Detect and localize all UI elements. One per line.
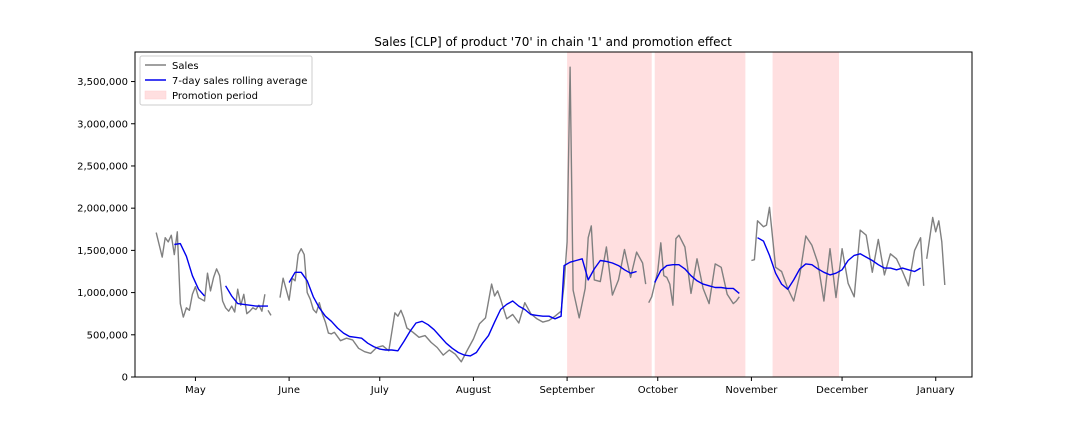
plot-frame [134, 51, 973, 378]
x-tick-label: September [539, 385, 595, 396]
y-tick-label: 500,000 [87, 330, 128, 341]
chart-title: Sales [CLP] of product '70' in chain '1'… [374, 35, 732, 49]
x-tick-label: June [277, 385, 300, 396]
y-tick-label: 0 [122, 373, 128, 384]
y-axis-ticks: 0 500,000 1,000,000 1,500,000 2,000,000 2,500… [77, 77, 135, 384]
x-tick-label: January [916, 385, 955, 396]
y-tick-label: 1,000,000 [77, 288, 128, 299]
sales-line [155, 66, 946, 363]
y-tick-label: 1,500,000 [77, 246, 128, 257]
promotion-period-3 [772, 52, 840, 377]
rolling-average-line [174, 237, 921, 357]
legend-frame [139, 55, 313, 106]
x-tick-label: December [816, 385, 869, 396]
x-tick-label: July [370, 385, 389, 396]
x-tick-label: August [456, 385, 491, 396]
x-tick-label: October [638, 385, 679, 396]
legend-promotion-label: Promotion period [172, 91, 258, 102]
promotion-period-2 [654, 52, 746, 377]
x-axis-ticks: May June July August September October Novembe… [185, 377, 955, 396]
x-tick-label: November [725, 385, 778, 396]
y-tick-label: 3,500,000 [77, 77, 128, 88]
y-tick-label: 3,000,000 [77, 119, 128, 130]
legend-rolling-label: 7-day sales rolling average [172, 76, 307, 87]
legend-sales-label: Sales [172, 61, 199, 72]
y-tick-label: 2,500,000 [77, 161, 128, 172]
promotion-periods [567, 52, 840, 377]
promotion-period-1 [567, 52, 652, 377]
legend: Sales 7-day sales rolling average Promot… [139, 55, 313, 106]
y-tick-label: 2,000,000 [77, 204, 128, 215]
series-lines [155, 66, 946, 363]
legend-promotion-swatch [144, 90, 167, 100]
x-tick-label: May [185, 385, 206, 396]
